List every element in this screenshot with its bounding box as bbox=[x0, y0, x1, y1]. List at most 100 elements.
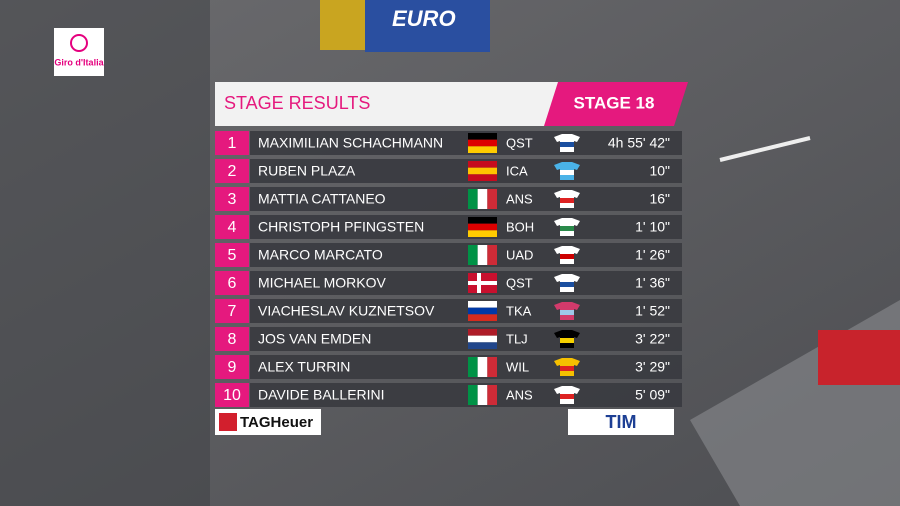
rank-cell bbox=[215, 327, 249, 351]
row-bar bbox=[250, 131, 682, 155]
flag bbox=[468, 223, 497, 231]
jersey-band bbox=[560, 394, 574, 399]
jersey-band bbox=[560, 198, 574, 203]
rider-name: MAXIMILIAN SCHACHMANN bbox=[258, 135, 443, 151]
rank: 6 bbox=[228, 275, 237, 292]
time: 3' 29" bbox=[635, 359, 670, 375]
rider-name: JOS VAN EMDEN bbox=[258, 331, 371, 347]
rank: 8 bbox=[228, 331, 237, 348]
flag bbox=[468, 301, 497, 308]
time: 1' 52" bbox=[635, 303, 670, 319]
banner-text: EURO bbox=[392, 6, 456, 31]
rank: 3 bbox=[228, 191, 237, 208]
flag bbox=[468, 133, 497, 140]
team: TKA bbox=[506, 303, 532, 318]
flag bbox=[468, 357, 478, 377]
flag bbox=[487, 245, 497, 265]
rank: 5 bbox=[228, 247, 237, 264]
row-bar bbox=[250, 355, 682, 379]
row-bar bbox=[250, 299, 682, 323]
time: 10" bbox=[649, 163, 670, 179]
team: BOH bbox=[506, 219, 534, 234]
barrier bbox=[320, 0, 365, 50]
jersey-band bbox=[560, 226, 574, 231]
team: WIL bbox=[506, 359, 529, 374]
team: QST bbox=[506, 275, 533, 290]
team: UAD bbox=[506, 247, 533, 262]
team: TLJ bbox=[506, 331, 528, 346]
flag bbox=[477, 385, 488, 405]
stage-tag bbox=[544, 82, 688, 126]
jersey-band bbox=[560, 338, 574, 343]
jersey-band bbox=[560, 254, 574, 259]
rider-name: DAVIDE BALLERINI bbox=[258, 387, 385, 403]
flag bbox=[487, 385, 497, 405]
time: 1' 10" bbox=[635, 219, 670, 235]
rank: 7 bbox=[228, 303, 237, 320]
flag bbox=[477, 357, 488, 377]
rank-cell bbox=[215, 187, 249, 211]
row-bar bbox=[250, 243, 682, 267]
time: 4h 55' 42" bbox=[608, 135, 670, 151]
flag bbox=[468, 174, 497, 181]
flag bbox=[468, 161, 497, 168]
logo-icon bbox=[70, 34, 88, 52]
flag bbox=[468, 139, 497, 147]
team: ANS bbox=[506, 387, 533, 402]
flag bbox=[468, 230, 497, 237]
time: 3' 22" bbox=[635, 331, 670, 347]
rider-name: CHRISTOPH PFINGSTEN bbox=[258, 219, 424, 235]
time: 16" bbox=[649, 191, 670, 207]
row-bar bbox=[250, 383, 682, 407]
rank-cell bbox=[215, 299, 249, 323]
rank: 10 bbox=[223, 387, 241, 404]
row-bar bbox=[250, 271, 682, 295]
flag bbox=[487, 189, 497, 209]
road-marking bbox=[719, 136, 811, 162]
rank-cell bbox=[215, 131, 249, 155]
rank-cell bbox=[215, 383, 249, 407]
stage-label: STAGE 18 bbox=[574, 93, 655, 112]
rider-name: MARCO MARCATO bbox=[258, 247, 383, 263]
sponsor-left: TAGHeuer bbox=[240, 414, 313, 431]
flag bbox=[468, 217, 497, 224]
rank-cell bbox=[215, 271, 249, 295]
team: QST bbox=[506, 135, 533, 150]
row-bar bbox=[250, 327, 682, 351]
row-bar bbox=[250, 159, 682, 183]
rank-cell bbox=[215, 159, 249, 183]
sponsor-right: TIM bbox=[606, 412, 637, 432]
results-table: 1 MAXIMILIAN SCHACHMANN QST 4h 55' 42" 2 RUBE… bbox=[215, 131, 682, 407]
sponsor-box bbox=[568, 409, 674, 435]
flag bbox=[468, 385, 478, 405]
team: ANS bbox=[506, 191, 533, 206]
flag bbox=[468, 335, 497, 343]
rank-cell bbox=[215, 243, 249, 267]
flag bbox=[468, 342, 497, 349]
flag bbox=[468, 329, 497, 336]
flag bbox=[468, 146, 497, 153]
rank: 1 bbox=[228, 135, 237, 152]
time: 1' 36" bbox=[635, 275, 670, 291]
flag bbox=[477, 189, 488, 209]
flag bbox=[487, 357, 497, 377]
time: 5' 09" bbox=[635, 387, 670, 403]
rider-name: VIACHESLAV KUZNETSOV bbox=[258, 303, 435, 319]
rank: 4 bbox=[228, 219, 237, 236]
crowd-area bbox=[0, 0, 210, 506]
header-title: STAGE RESULTS bbox=[224, 93, 370, 113]
flag bbox=[468, 314, 497, 321]
team: ICA bbox=[506, 163, 528, 178]
rank: 2 bbox=[228, 163, 237, 180]
rank: 9 bbox=[228, 359, 237, 376]
flag bbox=[468, 281, 497, 285]
ad-board bbox=[818, 330, 900, 385]
time: 1' 26" bbox=[635, 247, 670, 263]
rider-name: RUBEN PLAZA bbox=[258, 163, 356, 179]
flag bbox=[468, 189, 478, 209]
logo-text: Giro d'Italia bbox=[54, 57, 104, 67]
rider-name: ALEX TURRIN bbox=[258, 359, 350, 375]
flag bbox=[468, 245, 478, 265]
